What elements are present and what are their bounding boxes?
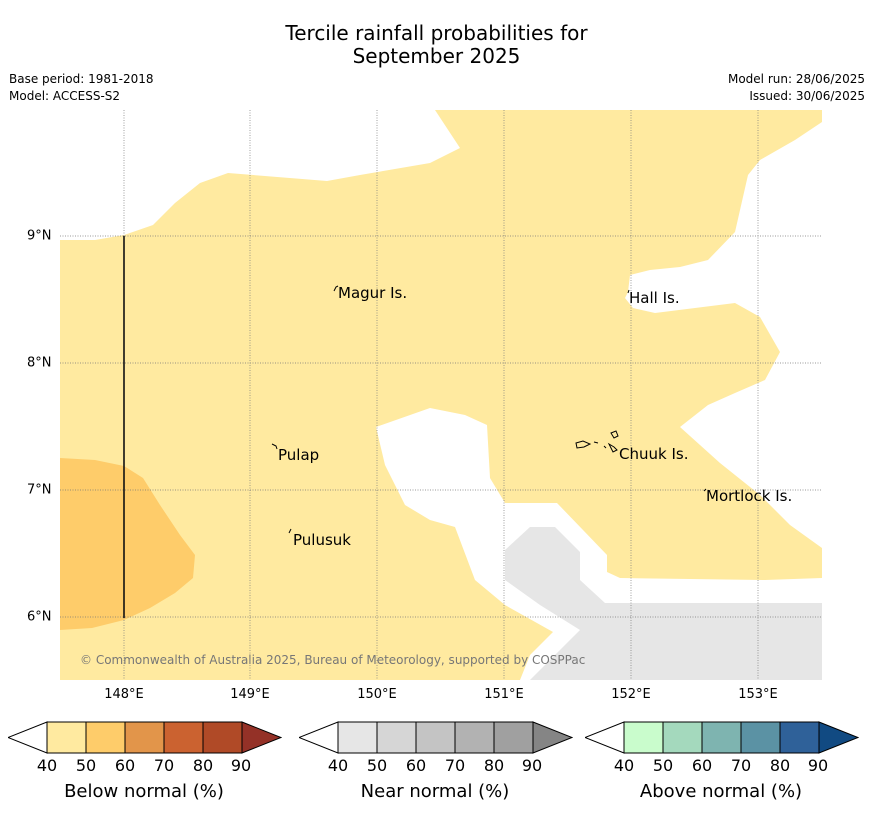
forecast-map	[60, 110, 822, 680]
base-period-text: Base period: 1981-2018	[9, 72, 154, 86]
lat-label-8n: 8°N	[27, 355, 52, 371]
tick-label: 80	[769, 756, 791, 775]
tick-label: 50	[652, 756, 674, 775]
colorbar-near-graphic	[297, 721, 574, 754]
tick-label: 40	[327, 756, 349, 775]
tick-label: 60	[405, 756, 427, 775]
colorbar-low-arrow	[583, 721, 625, 754]
model-text: Model: ACCESS-S2	[9, 89, 121, 103]
pulap-island-shape	[271, 443, 278, 450]
colorbar-below-graphic	[6, 721, 283, 754]
below-normal-40-50-region	[60, 110, 822, 680]
place-hall: Hall Is.	[629, 289, 680, 307]
colorbar-high-arrow	[532, 721, 574, 754]
colorbar-swatch	[202, 721, 243, 754]
tick-label: 40	[36, 756, 58, 775]
colorbar-above-title: Above normal (%)	[639, 781, 803, 802]
colorbar-high-arrow	[818, 721, 860, 754]
place-magur: Magur Is.	[338, 284, 408, 302]
colorbar-swatch	[740, 721, 781, 754]
copyright-text: © Commonwealth of Australia 2025, Bureau…	[80, 653, 586, 667]
lat-label-7n: 7°N	[27, 482, 52, 498]
lat-label-6n: 6°N	[27, 609, 52, 625]
model-run-text: Model run: 28/06/2025	[727, 72, 865, 86]
place-mortlock: Mortlock Is.	[706, 487, 793, 505]
pulusuk-island-shape	[288, 528, 292, 534]
colorbar-below-title: Below normal (%)	[64, 781, 224, 802]
lon-label-148: 148°E	[104, 687, 144, 702]
colorbar-low-arrow	[297, 721, 339, 754]
colorbar-high-arrow	[241, 721, 283, 754]
islands	[271, 285, 707, 534]
lon-label-151: 151°E	[484, 687, 524, 702]
colorbar-swatch	[85, 721, 126, 754]
chuuk-island-shape	[575, 430, 619, 453]
hall-island-shape	[627, 289, 630, 294]
place-pulap: Pulap	[278, 446, 320, 464]
tick-label: 50	[366, 756, 388, 775]
tick-label: 80	[192, 756, 214, 775]
lon-label-152: 152°E	[611, 687, 651, 702]
place-pulusuk: Pulusuk	[293, 531, 351, 549]
lat-label-9n: 9°N	[27, 228, 52, 244]
tick-label: 70	[153, 756, 175, 775]
lon-label-153: 153°E	[738, 687, 778, 702]
tick-label: 50	[75, 756, 97, 775]
tick-label: 70	[444, 756, 466, 775]
colorbar-below-normal	[6, 720, 283, 760]
map-title-line2: September 2025	[352, 44, 521, 68]
meta-right: Model run: 28/06/2025 Issued: 30/06/2025	[728, 71, 865, 105]
tick-label: 90	[230, 756, 252, 775]
tick-label: 60	[114, 756, 136, 775]
colorbar-swatch	[415, 721, 456, 754]
below-normal-50-60-region	[60, 458, 195, 630]
tick-label: 40	[613, 756, 635, 775]
tick-label: 90	[807, 756, 829, 775]
meta-left: Base period: 1981-2018 Model: ACCESS-S2	[9, 71, 154, 105]
tick-label: 90	[521, 756, 543, 775]
colorbar-near-normal	[297, 720, 574, 760]
colorbar-low-arrow	[6, 721, 48, 754]
place-chuuk: Chuuk Is.	[619, 445, 689, 463]
near-normal-40-50-region	[505, 527, 822, 680]
tick-label: 60	[691, 756, 713, 775]
mortlock-island-shape	[703, 488, 707, 492]
colorbar-swatch	[662, 721, 703, 754]
tick-label: 70	[730, 756, 752, 775]
colorbar-above-normal	[583, 720, 860, 760]
colorbar-swatch	[337, 721, 378, 754]
colorbar-swatch	[163, 721, 204, 754]
colorbar-swatch	[701, 721, 742, 754]
colorbar-swatch	[454, 721, 495, 754]
colorbar-swatch	[124, 721, 165, 754]
magur-island-shape	[333, 285, 339, 292]
map-title: Tercile rainfall probabilities for Septe…	[0, 22, 873, 68]
colorbar-above-graphic	[583, 721, 860, 754]
issued-text: Issued: 30/06/2025	[749, 89, 865, 103]
colorbar-swatch	[46, 721, 87, 754]
lon-label-150: 150°E	[357, 687, 397, 702]
tick-label: 80	[483, 756, 505, 775]
lon-label-149: 149°E	[230, 687, 270, 702]
colorbar-swatch	[779, 721, 820, 754]
colorbar-swatch	[376, 721, 417, 754]
colorbar-swatch	[623, 721, 664, 754]
colorbar-swatch	[493, 721, 534, 754]
colorbar-near-title: Near normal (%)	[360, 781, 510, 802]
map-title-line1: Tercile rainfall probabilities for	[285, 21, 588, 45]
